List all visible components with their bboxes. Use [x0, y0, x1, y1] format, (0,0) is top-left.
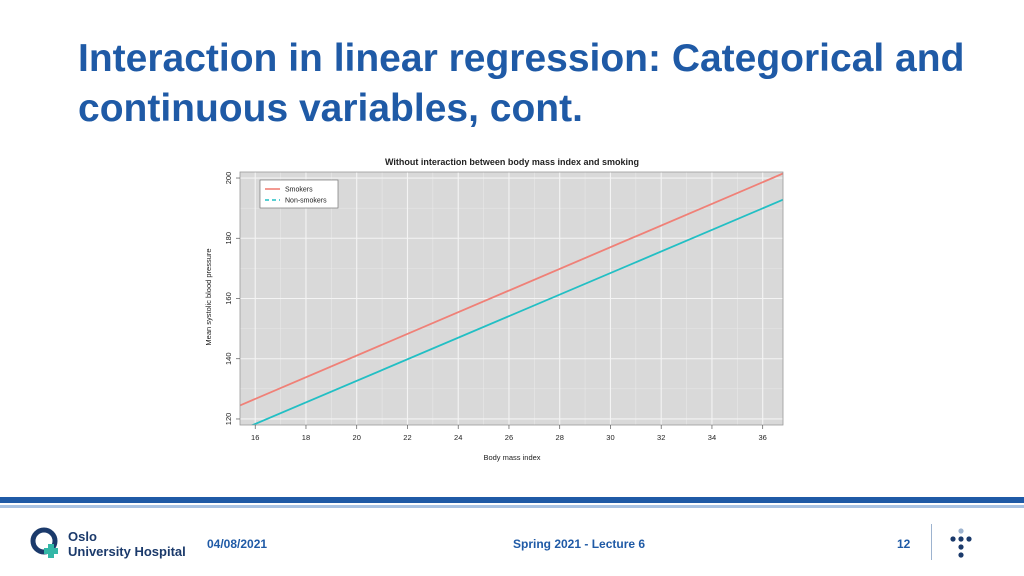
y-tick-label: 160 [224, 292, 233, 305]
hospital-logo: Oslo University Hospital [30, 525, 210, 565]
x-tick-label: 34 [708, 433, 716, 442]
x-tick-label: 32 [657, 433, 665, 442]
series-line-smokers [240, 172, 783, 407]
x-tick-label: 28 [556, 433, 564, 442]
slide-title: Interaction in linear regression: Catego… [78, 37, 965, 130]
x-tick-label: 30 [606, 433, 614, 442]
hospital-logo-icon [30, 527, 58, 558]
footer-center-text: Spring 2021 - Lecture 6 [513, 537, 646, 551]
footer-band [0, 497, 1024, 509]
footer-band-thick [0, 497, 1024, 503]
footer-date: 04/08/2021 [207, 537, 268, 551]
x-tick-label: 16 [251, 433, 259, 442]
dots-logo-icon [950, 528, 972, 558]
y-tick-label: 140 [224, 352, 233, 365]
legend-box [259, 179, 339, 209]
chart-title: Without interaction between body mass in… [385, 157, 639, 167]
x-tick-label: 22 [403, 433, 411, 442]
footer-divider [931, 524, 932, 560]
series-line-non-smokers [250, 198, 783, 425]
x-tick-label: 26 [505, 433, 513, 442]
chart-svg: Without interaction between body mass in… [204, 157, 784, 462]
legend-label: Non-smokers [285, 198, 327, 205]
y-tick-label: 180 [224, 232, 233, 245]
y-tick-label: 120 [224, 413, 233, 426]
logo-text-line1: Oslo [68, 529, 97, 544]
plot-area: 16 18 20 22 24 26 28 30 32 34 36 120 140 160 180 200 [224, 171, 784, 442]
chart: Without interaction between body mass in… [195, 150, 795, 470]
legend-label: Smokers [285, 187, 313, 194]
x-tick-label: 20 [353, 433, 361, 442]
page-number: 12 [897, 537, 911, 551]
x-tick-label: 24 [454, 433, 462, 442]
y-tick-label: 200 [224, 172, 233, 185]
footer-band-thin [0, 505, 1024, 508]
y-axis-label: Mean systolic blood pressure [204, 248, 213, 345]
legend: Smokers Non-smokers [259, 179, 339, 209]
x-tick-label: 18 [302, 433, 310, 442]
x-tick-label: 36 [759, 433, 767, 442]
x-axis-label: Body mass index [483, 453, 540, 462]
logo-text-line2: University Hospital [68, 544, 186, 559]
